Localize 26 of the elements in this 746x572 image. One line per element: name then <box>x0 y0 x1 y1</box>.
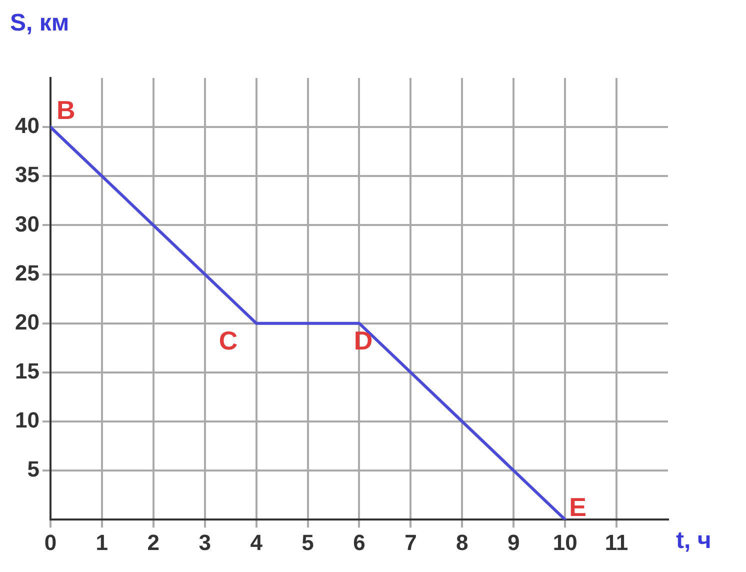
x-tick-label: 2 <box>147 530 160 555</box>
x-tick-label: 10 <box>552 530 578 555</box>
y-tick-label: 25 <box>14 260 40 286</box>
y-tick-label: 15 <box>14 358 40 384</box>
x-tick-label: 4 <box>250 530 264 555</box>
x-tick-label: 0 <box>44 530 57 555</box>
x-tick-label: 7 <box>404 530 417 555</box>
x-tick-label: 11 <box>604 530 628 555</box>
x-tick-label: 3 <box>198 530 211 555</box>
y-tick-label: 35 <box>14 162 40 188</box>
x-tick-label: 8 <box>456 530 468 555</box>
y-tick-label: 20 <box>14 309 40 334</box>
x-axis-title: t, ч <box>676 527 712 554</box>
y-tick-label: 40 <box>14 113 40 138</box>
y-tick-label: 10 <box>14 408 40 433</box>
y-tick-label: 5 <box>27 456 40 482</box>
annotation: E <box>569 492 586 522</box>
x-tick-label: 5 <box>302 530 314 555</box>
y-axis-title: S, км <box>10 10 70 37</box>
y-tick-label: 30 <box>14 211 40 236</box>
annotation: C <box>218 326 238 356</box>
x-tick-label: 1 <box>96 530 108 555</box>
annotation: B <box>56 95 76 126</box>
annotation: D <box>354 326 373 356</box>
x-tick-label: 6 <box>353 530 366 555</box>
x-tick-label: 9 <box>507 530 520 555</box>
